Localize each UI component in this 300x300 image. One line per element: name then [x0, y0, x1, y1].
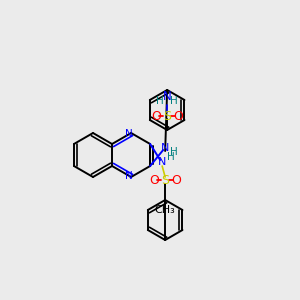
Text: O: O — [171, 173, 181, 187]
Text: N: N — [125, 171, 133, 181]
Text: N: N — [125, 129, 133, 139]
Text: CH₃: CH₃ — [155, 205, 176, 215]
Text: S: S — [163, 110, 171, 122]
Text: O: O — [173, 110, 183, 122]
Text: N: N — [161, 143, 169, 153]
Text: S: S — [161, 173, 169, 187]
Text: N: N — [163, 91, 172, 103]
Text: O: O — [151, 110, 161, 122]
Text: H: H — [170, 96, 178, 106]
Text: H: H — [167, 152, 175, 162]
Text: H: H — [156, 96, 164, 106]
Text: O: O — [149, 173, 159, 187]
Text: H: H — [170, 147, 178, 157]
Text: N: N — [158, 157, 166, 167]
